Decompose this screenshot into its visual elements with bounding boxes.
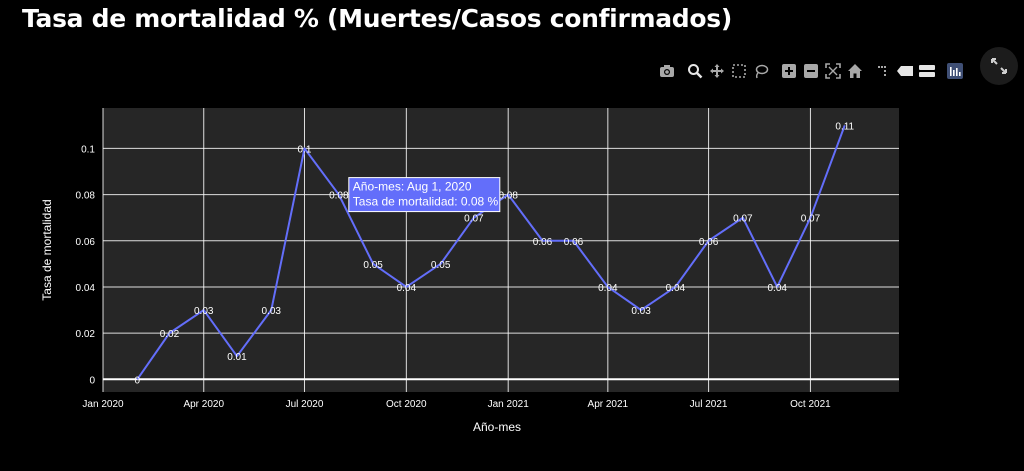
chart-toolbar: [656, 60, 966, 82]
data-label: 0.04: [767, 283, 787, 294]
label-layer: 0 0.02 0.03 0.01 0.03 0.1 0.08 0.05 0.04 0.05 0.07…: [135, 121, 855, 386]
tooltip-date: Año-mes: Aug 1, 2020: [353, 180, 472, 194]
y-tick-label: 0.04: [76, 283, 96, 294]
tooltip-value: Tasa de mortalidad: 0.08 %: [353, 195, 499, 209]
x-tick-label: Jul 2021: [690, 399, 728, 410]
y-tick-label: 0.02: [76, 329, 96, 340]
x-axis-title: Año-mes: [473, 420, 521, 434]
data-label: 0.08: [498, 191, 518, 202]
hover-tooltip: Año-mes: Aug 1, 2020 Tasa de mortalidad:…: [348, 177, 501, 213]
x-tick-label: Oct 2021: [790, 399, 831, 410]
zoom-icon[interactable]: [684, 60, 706, 82]
data-label: 0.07: [733, 214, 753, 225]
x-tick-label: Oct 2020: [386, 399, 427, 410]
box-select-icon[interactable]: [728, 60, 750, 82]
data-label: 0.07: [464, 214, 484, 225]
zoom-out-icon[interactable]: [800, 60, 822, 82]
y-tick-label: 0.08: [76, 191, 96, 202]
pan-icon[interactable]: [706, 60, 728, 82]
data-label: 0.06: [699, 237, 719, 248]
fullscreen-expand-icon[interactable]: [980, 47, 1018, 85]
grid-layer: [102, 108, 899, 392]
y-tick-label: 0.1: [81, 144, 95, 155]
tooltip-box: [348, 177, 501, 213]
reset-axes-icon[interactable]: [844, 60, 866, 82]
x-tick-label: Jan 2021: [488, 399, 530, 410]
y-tick-label: 0.06: [76, 237, 96, 248]
camera-icon[interactable]: [656, 60, 678, 82]
data-label: 0.02: [160, 329, 180, 340]
data-label: 0.07: [801, 214, 821, 225]
y-tick-label: 0: [89, 375, 95, 386]
x-tick-label: Apr 2020: [183, 399, 224, 410]
data-label: 0.01: [227, 352, 247, 363]
hover-compare-icon[interactable]: [916, 60, 938, 82]
hover-closest-icon[interactable]: [894, 60, 916, 82]
data-label: 0.05: [363, 260, 383, 271]
data-label: 0: [135, 375, 141, 386]
plotly-logo-icon[interactable]: [944, 60, 966, 82]
data-label: 0.11: [835, 121, 854, 132]
x-tick-label: Apr 2021: [588, 399, 629, 410]
spike-lines-icon[interactable]: [872, 60, 894, 82]
data-label: 0.03: [631, 306, 651, 317]
zoom-in-icon[interactable]: [778, 60, 800, 82]
data-label: 0.06: [533, 237, 553, 248]
plot-background[interactable]: [103, 108, 899, 392]
lasso-select-icon[interactable]: [750, 60, 772, 82]
data-label: 0.06: [564, 237, 584, 248]
data-label: 0.05: [431, 260, 451, 271]
data-label: 0.03: [262, 306, 282, 317]
autoscale-icon[interactable]: [822, 60, 844, 82]
data-label: 0.03: [194, 306, 214, 317]
x-tick-label: Jan 2020: [82, 399, 124, 410]
page-title: Tasa de mortalidad % (Muertes/Casos conf…: [22, 4, 732, 33]
y-axis-title: Tasa de mortalidad: [40, 199, 54, 300]
data-label: 0.04: [666, 283, 686, 294]
data-label: 0.04: [397, 283, 417, 294]
data-label: 0.1: [298, 144, 312, 155]
axis-layer: 0 0.02 0.04 0.06 0.08 0.1 Jan 2020 Apr 2020 Jul …: [76, 144, 832, 410]
x-tick-label: Jul 2020: [286, 399, 324, 410]
data-label: 0.04: [598, 283, 618, 294]
data-label: 0.08: [329, 191, 349, 202]
